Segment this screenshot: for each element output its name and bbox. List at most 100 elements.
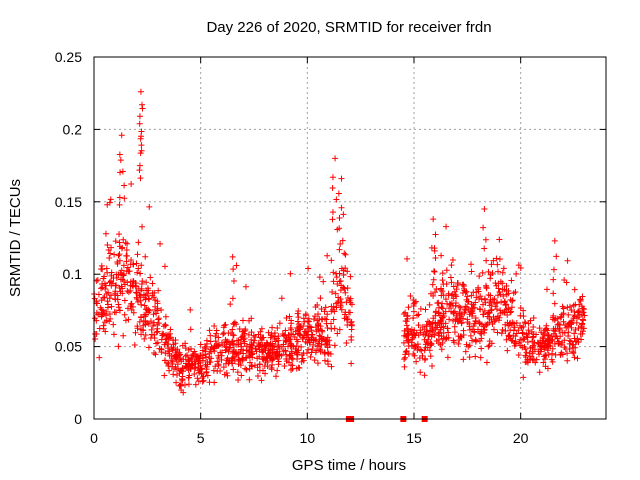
data-point	[235, 337, 242, 344]
data-point	[483, 359, 490, 366]
data-point	[483, 257, 490, 264]
data-point	[400, 339, 407, 346]
data-point	[136, 113, 143, 120]
data-point	[340, 284, 347, 291]
data-point	[102, 282, 109, 289]
data-point	[419, 324, 426, 331]
data-point	[192, 364, 199, 371]
data-point	[444, 354, 451, 361]
data-point	[456, 303, 463, 310]
data-point	[494, 292, 501, 299]
data-point	[220, 331, 227, 338]
data-point	[334, 280, 341, 287]
data-point	[454, 280, 461, 287]
data-point	[265, 347, 272, 354]
data-point	[113, 309, 120, 316]
data-point	[454, 315, 461, 322]
data-point	[254, 355, 261, 362]
data-point	[102, 328, 109, 335]
data-point	[189, 355, 196, 362]
data-point	[92, 336, 99, 343]
data-point	[269, 343, 276, 350]
data-point	[141, 311, 148, 318]
data-point	[436, 329, 443, 336]
data-point	[99, 284, 106, 291]
data-point	[246, 365, 253, 372]
data-point	[117, 157, 124, 164]
data-point	[577, 297, 584, 304]
data-point	[338, 265, 345, 272]
data-point	[525, 327, 532, 334]
data-point	[259, 349, 266, 356]
data-point	[439, 270, 446, 277]
data-point	[513, 319, 520, 326]
data-point	[248, 336, 255, 343]
data-point	[439, 277, 446, 284]
data-point	[274, 324, 281, 331]
data-point	[197, 341, 204, 348]
data-point	[120, 236, 127, 243]
data-point	[143, 279, 150, 286]
data-point	[574, 309, 581, 316]
data-point	[321, 349, 328, 356]
data-point	[477, 293, 484, 300]
data-point	[187, 326, 194, 333]
data-point	[162, 313, 169, 320]
data-point	[103, 308, 110, 315]
data-point	[557, 351, 564, 358]
data-point	[239, 317, 246, 324]
data-point	[139, 278, 146, 285]
data-point	[438, 333, 445, 340]
data-point	[521, 335, 528, 342]
data-point	[507, 309, 514, 316]
data-point	[203, 340, 210, 347]
data-point	[230, 366, 237, 373]
data-point	[486, 302, 493, 309]
data-point	[435, 304, 442, 311]
data-point	[502, 321, 509, 328]
data-point	[101, 273, 108, 280]
data-point	[151, 331, 158, 338]
data-point	[229, 326, 236, 333]
data-point	[343, 340, 350, 347]
data-point	[303, 332, 310, 339]
data-point	[422, 332, 429, 339]
data-point	[347, 273, 354, 280]
data-point	[215, 334, 222, 341]
data-point	[530, 342, 537, 349]
y-tick-label: 0.25	[55, 49, 82, 65]
data-point	[137, 175, 144, 182]
data-point	[466, 326, 473, 333]
data-point	[496, 256, 503, 263]
data-point	[337, 277, 344, 284]
data-point	[313, 328, 320, 335]
data-point	[519, 330, 526, 337]
data-point	[215, 352, 222, 359]
data-point	[138, 326, 145, 333]
data-point	[221, 322, 228, 329]
data-point	[103, 290, 110, 297]
data-point	[138, 301, 145, 308]
data-point	[348, 326, 355, 333]
data-point	[203, 366, 210, 373]
data-point	[258, 335, 265, 342]
data-point	[481, 329, 488, 336]
data-point	[330, 316, 337, 323]
data-point	[566, 337, 573, 344]
data-point	[498, 330, 505, 337]
data-point	[498, 298, 505, 305]
data-point	[108, 303, 115, 310]
data-point	[417, 305, 424, 312]
data-point	[239, 328, 246, 335]
data-point	[425, 332, 432, 339]
data-point	[144, 285, 151, 292]
data-point	[145, 320, 152, 327]
data-point	[429, 324, 436, 331]
data-point	[509, 298, 516, 305]
data-point	[556, 326, 563, 333]
data-point	[142, 318, 149, 325]
data-point	[348, 301, 355, 308]
data-point	[114, 260, 121, 267]
data-point	[563, 279, 570, 286]
y-tick-labels: 0 0.05 0.1 0.15 0.2 0.25	[55, 49, 82, 427]
